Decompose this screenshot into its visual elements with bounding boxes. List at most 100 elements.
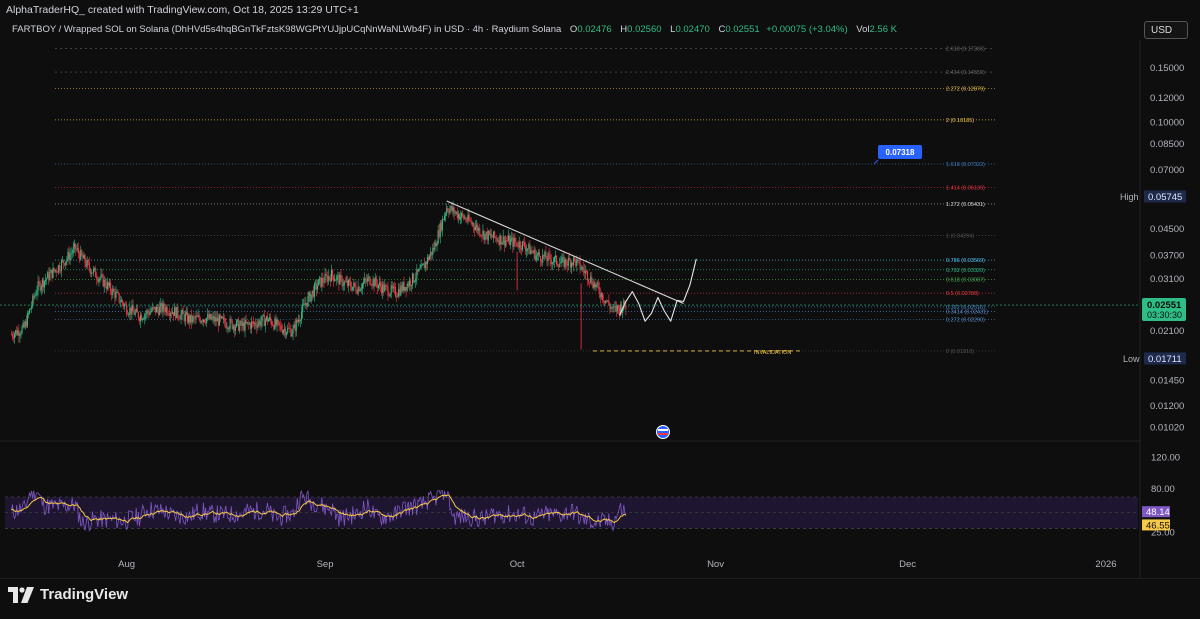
candle-body	[246, 322, 248, 324]
candle-body	[21, 326, 23, 334]
candle-body	[71, 252, 73, 254]
candle-body	[289, 328, 291, 330]
candle-body	[184, 314, 186, 322]
price-axis: 0.15000 0.12000 0.10000 0.08500 0.07000 0.045…	[1120, 63, 1186, 434]
candle-body	[178, 316, 180, 319]
candle-body	[334, 279, 336, 281]
candle-body	[63, 260, 65, 264]
candle-body	[257, 323, 259, 328]
candle-body	[350, 282, 352, 288]
candle-body	[285, 328, 287, 336]
candle-body	[206, 318, 208, 324]
price-axis-tick: 0.10000	[1150, 117, 1184, 128]
candle-body	[94, 268, 96, 269]
candle-body	[459, 216, 462, 220]
candle-body	[551, 262, 553, 265]
candle-body	[75, 248, 78, 250]
candle-body	[96, 277, 98, 280]
candle-body	[462, 213, 464, 216]
candle-body	[376, 283, 378, 288]
candle-body	[295, 320, 297, 332]
candle-body	[155, 306, 158, 313]
fib-label: 1.414 (0.06139)	[946, 186, 985, 192]
candle-body	[233, 325, 235, 331]
candle-body	[60, 260, 63, 271]
candle-body	[173, 312, 175, 316]
candle-body	[256, 325, 258, 328]
candle-body	[193, 316, 195, 318]
candle-body	[531, 250, 533, 252]
time-axis-tick: Aug	[118, 559, 135, 570]
candle-body	[544, 251, 546, 257]
candle-body	[554, 255, 557, 258]
candle-body	[560, 262, 562, 264]
candle-body	[20, 333, 22, 335]
candle-body	[594, 282, 596, 287]
candle-body	[615, 306, 617, 312]
currency-button[interactable]: USD	[1144, 21, 1188, 39]
candle-body	[371, 285, 373, 287]
candle-body	[454, 212, 456, 214]
time-axis-tick: 2026	[1095, 559, 1116, 570]
candle-body	[329, 277, 331, 282]
candle-body	[586, 271, 589, 281]
candle-body	[86, 260, 88, 267]
candle-body	[147, 310, 149, 313]
candle-body	[67, 251, 69, 259]
candle-body	[528, 243, 530, 249]
candle-body	[18, 330, 20, 337]
candle-body	[10, 334, 12, 336]
candle-body	[182, 310, 184, 315]
candle-body	[328, 276, 330, 278]
candle-body	[26, 313, 28, 327]
candle-body	[608, 300, 610, 305]
candle-body	[612, 306, 614, 309]
candle-body	[158, 309, 160, 316]
candle-body	[510, 239, 512, 246]
candle-body	[28, 309, 31, 314]
candle-body	[42, 279, 44, 288]
candle-body	[434, 242, 436, 250]
candle-body	[402, 282, 404, 291]
candle-body	[464, 218, 466, 219]
candle-body	[568, 257, 570, 261]
candle-body	[429, 255, 431, 260]
candle-body	[319, 277, 321, 280]
candle-body	[584, 271, 586, 274]
candle-body	[129, 307, 131, 315]
candle-body	[421, 264, 423, 266]
candle-body	[394, 287, 397, 297]
candle-body	[297, 320, 299, 323]
candle-body	[582, 267, 584, 271]
candle-body	[500, 235, 502, 245]
candle-body	[303, 303, 305, 305]
candle-body	[31, 305, 33, 309]
candle-body	[395, 296, 398, 298]
callout-label: 0.07318	[886, 148, 915, 157]
candle-body	[374, 277, 376, 287]
candle-body	[516, 242, 518, 247]
candle-body	[417, 269, 419, 272]
candle-body	[242, 322, 244, 326]
tradingview-logo[interactable]: TradingView	[8, 586, 128, 603]
candle-body	[533, 249, 535, 254]
candle-body	[318, 279, 320, 286]
candle-body	[167, 313, 169, 315]
candle-body	[497, 240, 499, 242]
candle-body	[127, 313, 129, 315]
candle-body	[605, 300, 607, 303]
candle-body	[399, 288, 401, 296]
candle-body	[117, 292, 119, 294]
rsi-value-tag	[1142, 506, 1170, 518]
candle-body	[411, 273, 414, 286]
candle-body	[254, 322, 256, 324]
symbol-name[interactable]: FARTBOY / Wrapped SOL on Solana (DhHVd5s…	[12, 24, 562, 35]
candle-body	[197, 315, 199, 317]
candle-body	[103, 279, 105, 287]
rsi-ma-line	[11, 494, 627, 524]
candle-body	[36, 290, 38, 295]
candle-body	[150, 310, 152, 312]
candle-body	[463, 215, 465, 219]
candle-body	[82, 255, 84, 259]
